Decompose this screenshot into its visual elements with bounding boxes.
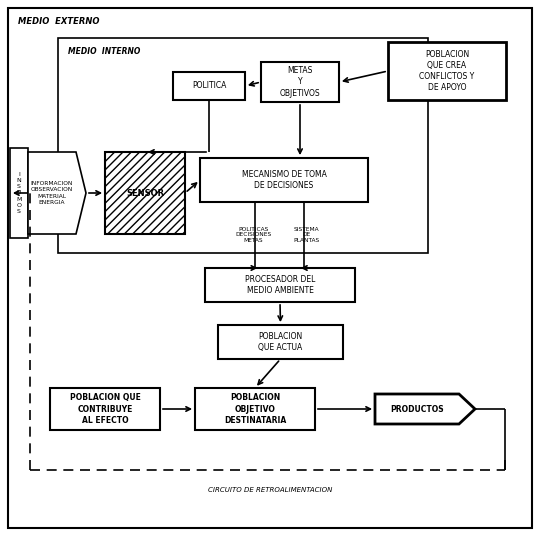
Text: SENSOR: SENSOR: [126, 188, 164, 198]
Text: POLITICAS
DECISIONES
METAS: POLITICAS DECISIONES METAS: [235, 227, 272, 244]
Bar: [218, 325, 343, 359]
Polygon shape: [375, 394, 475, 424]
Text: MEDIO  INTERNO: MEDIO INTERNO: [68, 48, 140, 57]
Bar: [173, 72, 245, 100]
Bar: [10, 148, 28, 238]
Bar: [205, 268, 355, 302]
Bar: [261, 62, 339, 102]
Polygon shape: [28, 152, 86, 234]
Text: METAS
Y
OBJETIVOS: METAS Y OBJETIVOS: [280, 66, 320, 98]
Text: CIRCUITO DE RETROALIMENTACION: CIRCUITO DE RETROALIMENTACION: [208, 487, 332, 493]
Text: POBLACION
OBJETIVO
DESTINATARIA: POBLACION OBJETIVO DESTINATARIA: [224, 394, 286, 424]
Text: POBLACION
QUE ACTUA: POBLACION QUE ACTUA: [258, 332, 302, 352]
Text: POBLACION
QUE CREA
CONFLICTOS Y
DE APOYO: POBLACION QUE CREA CONFLICTOS Y DE APOYO: [420, 50, 475, 92]
Text: PRODUCTOS: PRODUCTOS: [390, 404, 444, 414]
Text: POLITICA: POLITICA: [192, 82, 226, 91]
Text: SISTEMA
DE
PLANTAS: SISTEMA DE PLANTAS: [293, 227, 319, 244]
Text: MEDIO  EXTERNO: MEDIO EXTERNO: [18, 17, 99, 26]
Text: INFORMACION
OBSERVACION
MATERIAL
ENERGIA: INFORMACION OBSERVACION MATERIAL ENERGIA: [31, 181, 73, 205]
Text: MECANISMO DE TOMA
DE DECISIONES: MECANISMO DE TOMA DE DECISIONES: [241, 170, 327, 190]
Bar: [388, 42, 506, 100]
Bar: [200, 158, 368, 202]
Bar: [105, 152, 185, 234]
Bar: [50, 388, 160, 430]
Text: PROCESADOR DEL
MEDIO AMBIENTE: PROCESADOR DEL MEDIO AMBIENTE: [245, 275, 315, 295]
Text: I
N
S
U
M
O
S: I N S U M O S: [16, 172, 22, 214]
Text: POBLACION QUE
CONTRIBUYE
AL EFECTO: POBLACION QUE CONTRIBUYE AL EFECTO: [70, 394, 140, 424]
Bar: [58, 38, 428, 253]
Bar: [195, 388, 315, 430]
